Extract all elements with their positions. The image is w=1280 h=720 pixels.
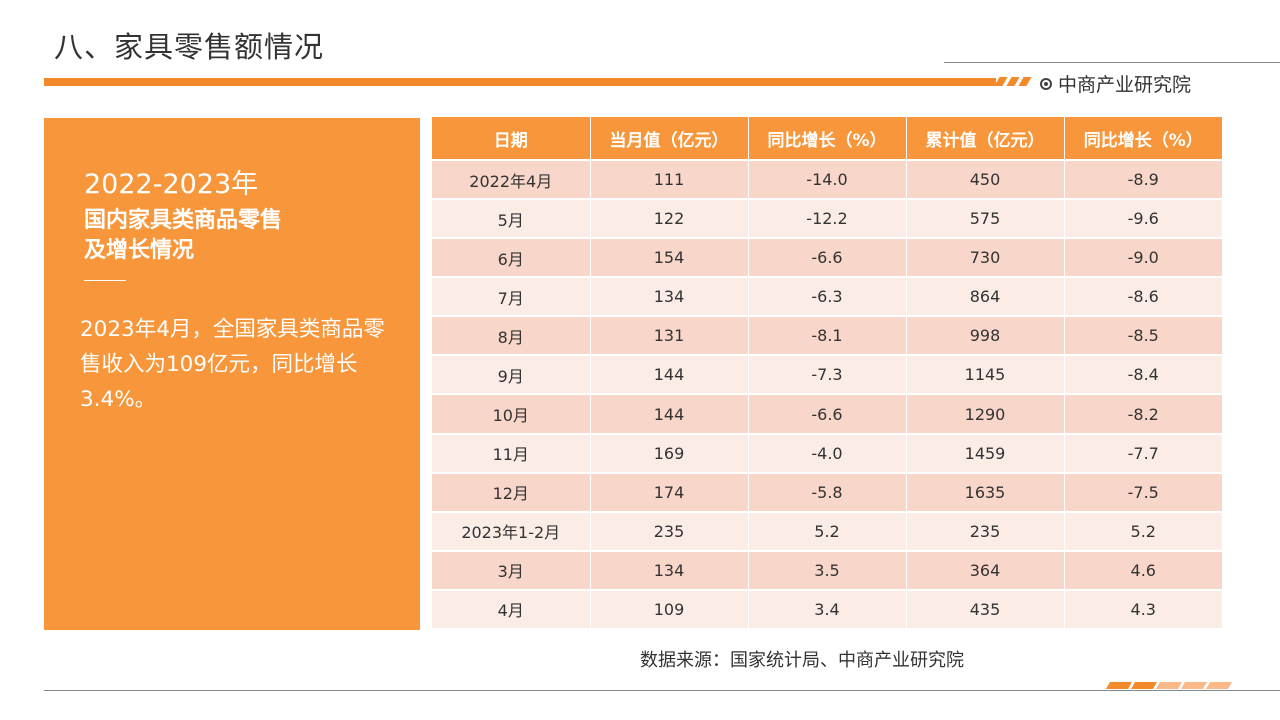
- brand-logo: 中商产业研究院: [1040, 70, 1191, 97]
- table-cell: 1145: [906, 355, 1065, 396]
- footer-slash-decoration: [1105, 682, 1233, 689]
- page-title: 八、家具零售额情况: [54, 30, 325, 64]
- table-cell: 174: [590, 472, 749, 513]
- table-cell: 235: [590, 511, 749, 552]
- table-row: 2023年1-2月 235 5.2 235 5.2: [432, 511, 1222, 552]
- table-cell: -4.0: [748, 433, 907, 474]
- table-cell: 4.3: [1064, 589, 1222, 631]
- table-row: 12月 174 -5.8 1635 -7.5: [432, 472, 1222, 513]
- table-cell: 5月: [432, 199, 591, 240]
- header-date: 日期: [432, 117, 591, 161]
- table-cell: -8.5: [1064, 316, 1222, 357]
- data-source: 数据来源：国家统计局、中商产业研究院: [640, 650, 964, 671]
- table-cell: 4月: [432, 589, 591, 631]
- table-row: 6月 154 -6.6 730 -9.0: [432, 238, 1222, 279]
- summary-subtitle-line1: 国内家具类商品零售: [84, 208, 283, 233]
- table-cell: 3.4: [748, 589, 907, 631]
- table-cell: 144: [590, 394, 749, 435]
- table-cell: 109: [590, 589, 749, 631]
- table-cell: -7.5: [1064, 472, 1222, 513]
- table-cell: 134: [590, 277, 749, 318]
- table-cell: -8.1: [748, 316, 907, 357]
- summary-subtitle-line2: 及增长情况: [84, 238, 195, 263]
- header-slash-decoration: [994, 77, 1032, 86]
- table-cell: 131: [590, 316, 749, 357]
- table-cell: -8.6: [1064, 277, 1222, 318]
- table-cell: 1290: [906, 394, 1065, 435]
- table-row: 10月 144 -6.6 1290 -8.2: [432, 394, 1222, 435]
- table-cell: -7.7: [1064, 433, 1222, 474]
- table-row: 2022年4月 111 -14.0 450 -8.9: [432, 160, 1222, 201]
- table-cell: -5.8: [748, 472, 907, 513]
- retail-sales-table: 日期 当月值（亿元） 同比增长（%） 累计值（亿元） 同比增长（%） 2022年…: [432, 117, 1222, 631]
- table-row: 4月 109 3.4 435 4.3: [432, 589, 1222, 631]
- table-cell: 864: [906, 277, 1065, 318]
- table-cell: 435: [906, 589, 1065, 631]
- table-cell: 169: [590, 433, 749, 474]
- table-cell: -6.3: [748, 277, 907, 318]
- table-row: 5月 122 -12.2 575 -9.6: [432, 199, 1222, 240]
- table-cell: -9.0: [1064, 238, 1222, 279]
- table-cell: 154: [590, 238, 749, 279]
- header-monthly-yoy: 同比增长（%）: [748, 117, 907, 161]
- table-cell: 4.6: [1064, 550, 1222, 591]
- header-cumulative-yoy: 同比增长（%）: [1064, 117, 1222, 161]
- table-cell: 235: [906, 511, 1065, 552]
- table-cell: 450: [906, 160, 1065, 201]
- table-cell: 575: [906, 199, 1065, 240]
- header-cumulative-value: 累计值（亿元）: [906, 117, 1065, 161]
- table-cell: 364: [906, 550, 1065, 591]
- table-cell: 2022年4月: [432, 160, 591, 201]
- table-body: 2022年4月 111 -14.0 450 -8.9 5月 122 -12.2 575 -9.6 6…: [432, 160, 1222, 631]
- table-cell: 998: [906, 316, 1065, 357]
- table-cell: 12月: [432, 472, 591, 513]
- table-cell: 3月: [432, 550, 591, 591]
- table-cell: -8.4: [1064, 355, 1222, 396]
- table-cell: 8月: [432, 316, 591, 357]
- table-cell: 7月: [432, 277, 591, 318]
- table-row: 7月 134 -6.3 864 -8.6: [432, 277, 1222, 318]
- summary-panel: 2022-2023年 国内家具类商品零售 及增长情况 2023年4月，全国家具类…: [44, 118, 420, 630]
- brand-name: 中商产业研究院: [1058, 74, 1192, 96]
- table-cell: -7.3: [748, 355, 907, 396]
- table-cell: -8.2: [1064, 394, 1222, 435]
- table-cell: 10月: [432, 394, 591, 435]
- table-cell: 6月: [432, 238, 591, 279]
- table-header-row: 日期 当月值（亿元） 同比增长（%） 累计值（亿元） 同比增长（%）: [432, 117, 1222, 161]
- table-row: 11月 169 -4.0 1459 -7.7: [432, 433, 1222, 474]
- summary-year: 2022-2023年: [84, 169, 259, 200]
- table-cell: -9.6: [1064, 199, 1222, 240]
- table-row: 3月 134 3.5 364 4.6: [432, 550, 1222, 591]
- brand-circle-icon: [1040, 77, 1052, 90]
- table-row: 9月 144 -7.3 1145 -8.4: [432, 355, 1222, 396]
- table-cell: 5.2: [748, 511, 907, 552]
- table-cell: 2023年1-2月: [432, 511, 591, 552]
- table-cell: 134: [590, 550, 749, 591]
- table-cell: 5.2: [1064, 511, 1222, 552]
- title-underline-bar: [44, 78, 996, 86]
- table-cell: -6.6: [748, 394, 907, 435]
- table-cell: 1635: [906, 472, 1065, 513]
- header-divider: [944, 62, 1280, 63]
- table-cell: 11月: [432, 433, 591, 474]
- table-cell: 122: [590, 199, 749, 240]
- table-cell: 3.5: [748, 550, 907, 591]
- table-row: 8月 131 -8.1 998 -8.5: [432, 316, 1222, 357]
- table-cell: -6.6: [748, 238, 907, 279]
- table-cell: 144: [590, 355, 749, 396]
- footer-divider: [44, 690, 1280, 691]
- table-cell: 111: [590, 160, 749, 201]
- table-cell: 1459: [906, 433, 1065, 474]
- table-cell: -12.2: [748, 199, 907, 240]
- header-monthly-value: 当月值（亿元）: [590, 117, 749, 161]
- table-cell: -14.0: [748, 160, 907, 201]
- table-cell: 9月: [432, 355, 591, 396]
- table-cell: -8.9: [1064, 160, 1222, 201]
- table-cell: 730: [906, 238, 1065, 279]
- summary-divider: [84, 280, 126, 281]
- summary-body: 2023年4月，全国家具类商品零售收入为109亿元，同比增长3.4%。: [80, 317, 385, 412]
